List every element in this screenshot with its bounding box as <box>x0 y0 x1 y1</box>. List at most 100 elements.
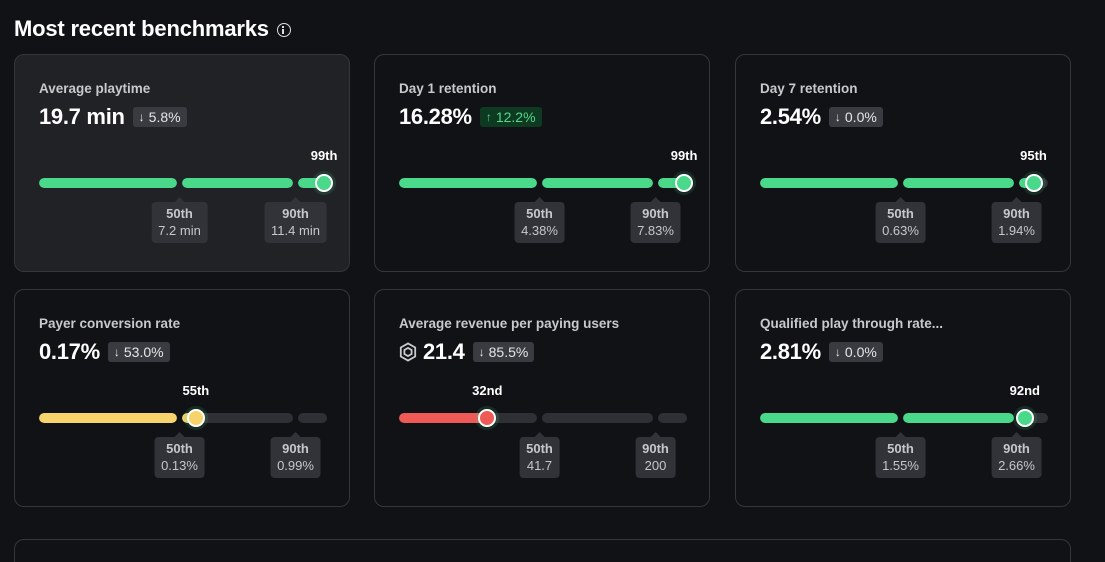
p90-label: 90th <box>282 441 309 456</box>
delta-value: 0.0% <box>844 109 877 125</box>
p50-marker: 50th 41.7 <box>519 432 560 478</box>
bar-segment <box>903 413 1014 423</box>
p50-marker: 50th 1.55% <box>875 432 926 478</box>
bar-fill <box>903 178 1014 188</box>
delta-badge: ↓ 5.8% <box>132 107 187 127</box>
metric-value-row: 2.54% ↓ 0.0% <box>760 104 883 130</box>
delta-value: 85.5% <box>488 344 529 360</box>
benchmark-card[interactable]: Average revenue per paying users 21.4 ↓ … <box>374 289 710 507</box>
bar-fill <box>182 178 293 188</box>
arrow-down-icon: ↓ <box>834 110 841 124</box>
p50-marker: 50th 7.2 min <box>151 197 208 243</box>
percentile-knob <box>478 409 497 427</box>
bar-segment <box>39 413 177 423</box>
p50-label: 50th <box>887 441 914 456</box>
bar-segment <box>760 413 898 423</box>
metric-title: Qualified play through rate... <box>760 316 944 331</box>
p50-marker: 50th 0.63% <box>875 197 926 243</box>
bar-fill <box>39 413 177 423</box>
p50-value: 41.7 <box>526 458 553 473</box>
next-section-card <box>14 539 1071 562</box>
metric-value: 0.17% <box>39 339 100 364</box>
p90-value: 200 <box>644 458 667 473</box>
metric-value-row: 19.7 min ↓ 5.8% <box>39 104 187 130</box>
benchmark-card[interactable]: Day 7 retention 2.54% ↓ 0.0% 95th 50th 0… <box>735 54 1071 272</box>
delta-value: 0.0% <box>844 344 877 360</box>
percentile-knob <box>1015 409 1034 427</box>
section-heading: Most recent benchmarks <box>14 16 291 42</box>
percentile-bar: 55th 50th 0.13% 90th 0.99% <box>39 383 327 478</box>
bar-segment <box>903 178 1014 188</box>
p50-label: 50th <box>166 441 193 456</box>
bar-fill <box>298 178 327 188</box>
metric-value: 16.28% <box>399 104 472 129</box>
p90-value: 2.66% <box>998 458 1035 473</box>
delta-badge: ↓ 53.0% <box>107 342 170 362</box>
p90-marker: 90th 1.94% <box>991 197 1042 243</box>
metric-value-row: 21.4 ↓ 85.5% <box>399 339 535 365</box>
delta-value: 53.0% <box>123 344 164 360</box>
p50-marker: 50th 4.38% <box>514 197 565 243</box>
p90-value: 1.94% <box>998 223 1035 238</box>
metric-title: Day 1 retention <box>399 81 497 96</box>
page-title: Most recent benchmarks <box>14 16 269 41</box>
percentile-knob <box>186 409 205 427</box>
info-icon[interactable] <box>276 23 291 37</box>
p90-value: 0.99% <box>277 458 314 473</box>
rank-label: 32nd <box>472 383 503 398</box>
bar-segment <box>298 178 327 188</box>
rank-label: 99th <box>310 148 338 163</box>
bar-fill <box>542 178 653 188</box>
p90-value: 7.83% <box>637 223 674 238</box>
benchmark-card[interactable]: Payer conversion rate 0.17% ↓ 53.0% 55th… <box>14 289 350 507</box>
p50-value: 7.2 min <box>158 223 201 238</box>
p90-marker: 90th 200 <box>635 432 676 478</box>
arrow-down-icon: ↓ <box>138 110 145 124</box>
percentile-bar: 99th 50th 4.38% 90th 7.83% <box>399 148 697 243</box>
bar-segment <box>39 178 177 188</box>
metric-value: 19.7 min <box>39 104 125 129</box>
metric-value: 2.54% <box>760 104 821 129</box>
delta-value: 5.8% <box>148 109 181 125</box>
bar-segment <box>658 413 687 423</box>
arrow-down-icon: ↓ <box>478 345 485 359</box>
percentile-knob <box>315 174 334 192</box>
rank-label: 99th <box>670 148 698 163</box>
p90-label: 90th <box>1003 441 1030 456</box>
delta-value: 12.2% <box>495 109 536 125</box>
delta-badge: ↓ 85.5% <box>472 342 535 362</box>
bar-segment <box>298 413 327 423</box>
rank-label: 55th <box>182 383 210 398</box>
p90-label: 90th <box>642 441 669 456</box>
benchmark-card[interactable]: Qualified play through rate... 2.81% ↓ 0… <box>735 289 1071 507</box>
metric-value-row: 0.17% ↓ 53.0% <box>39 339 170 365</box>
p50-value: 4.38% <box>521 223 558 238</box>
percentile-bar: 32nd 50th 41.7 90th 200 <box>399 383 687 478</box>
p50-label: 50th <box>526 206 553 221</box>
arrow-down-icon: ↓ <box>113 345 120 359</box>
benchmark-card[interactable]: Average playtime 19.7 min ↓ 5.8% 99th 50… <box>14 54 350 272</box>
bar-fill <box>399 178 537 188</box>
bar-segment <box>542 413 653 423</box>
rank-label: 92nd <box>1009 383 1040 398</box>
delta-badge: ↑ 12.2% <box>479 107 542 127</box>
bar-fill <box>903 413 1014 423</box>
metric-title: Average playtime <box>39 81 151 96</box>
percentile-bar: 99th 50th 7.2 min 90th 11.4 min <box>39 148 337 243</box>
p50-label: 50th <box>166 206 193 221</box>
percentile-bar: 92nd 50th 1.55% 90th 2.66% <box>760 383 1048 478</box>
arrow-up-icon: ↑ <box>485 110 492 124</box>
p90-label: 90th <box>1003 206 1030 221</box>
benchmark-card[interactable]: Day 1 retention 16.28% ↑ 12.2% 99th 50th… <box>374 54 710 272</box>
delta-badge: ↓ 0.0% <box>828 107 883 127</box>
p50-marker: 50th 0.13% <box>154 432 205 478</box>
bar-fill <box>39 178 177 188</box>
bar-segment <box>399 178 537 188</box>
bar-fill <box>399 413 492 423</box>
delta-badge: ↓ 0.0% <box>828 342 883 362</box>
percentile-bar: 95th 50th 0.63% 90th 1.94% <box>760 148 1048 243</box>
p90-marker: 90th 7.83% <box>630 197 681 243</box>
p90-marker: 90th 2.66% <box>991 432 1042 478</box>
metric-value-row: 2.81% ↓ 0.0% <box>760 339 883 365</box>
metric-title: Day 7 retention <box>760 81 858 96</box>
